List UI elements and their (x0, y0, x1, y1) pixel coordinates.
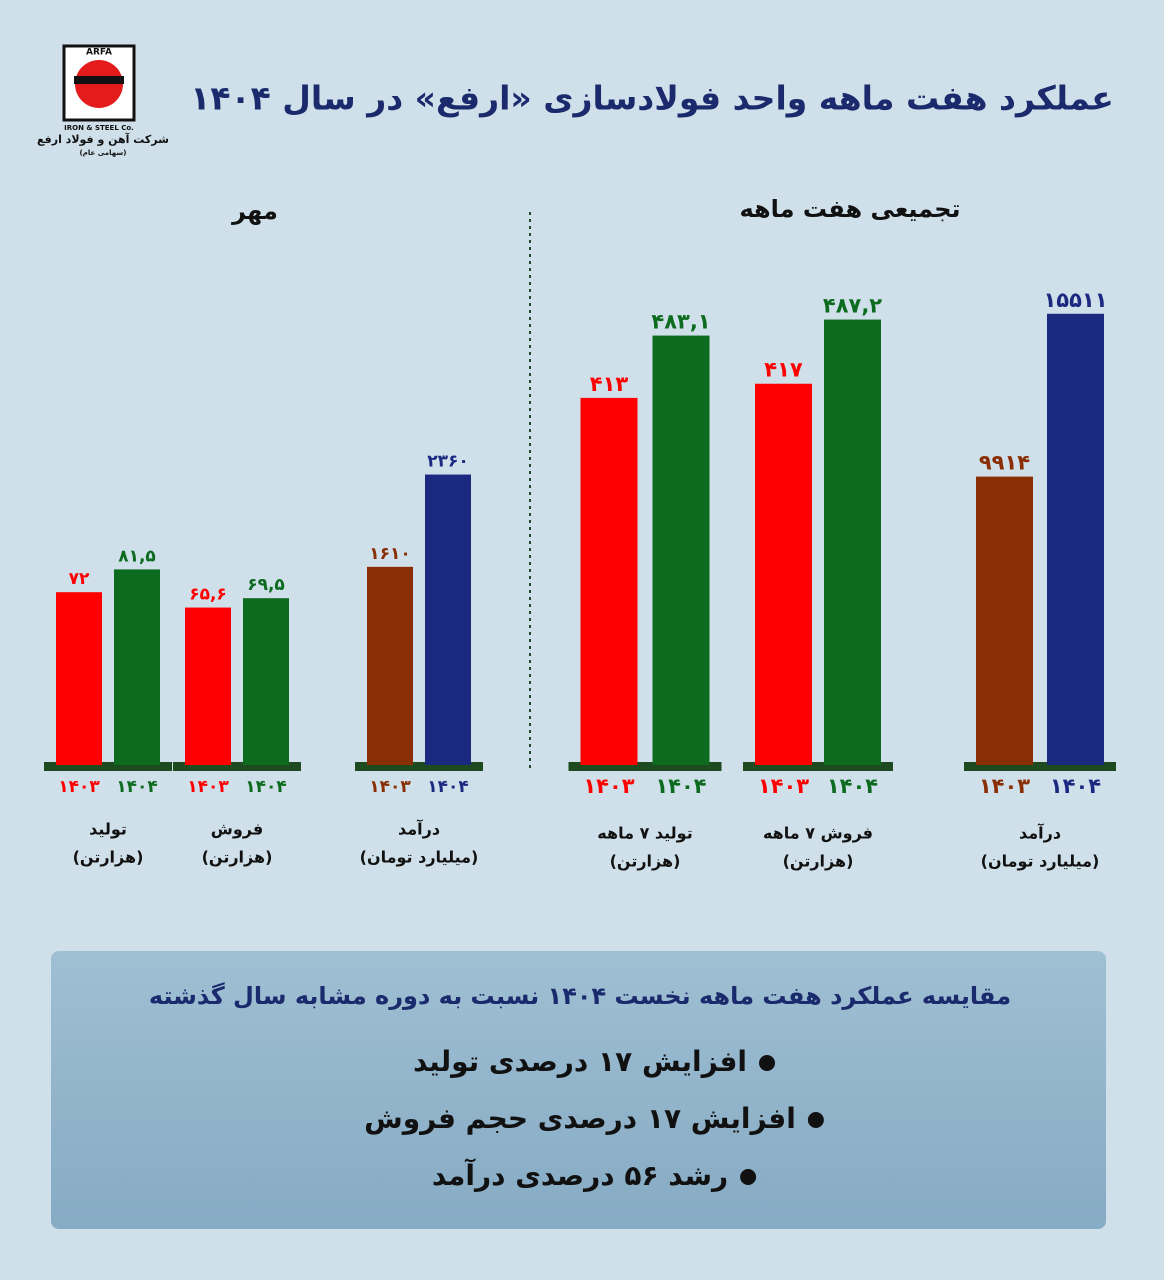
bar (580, 397, 638, 765)
bar (755, 383, 812, 765)
x-tick-label: ۱۴۰۳ (58, 777, 100, 797)
x-tick-label: ۱۴۰۳ (583, 774, 634, 798)
group-unit: (هزارتن) (610, 852, 681, 871)
logo: ARFA IRON & STEEL Co. شرکت آهن و فولاد ا… (37, 44, 169, 157)
summary-item: رشد ۵۶ درصدی درآمد (432, 1158, 728, 1192)
value-label: ۴۱۳ (590, 372, 629, 396)
group-unit: (میلیارد تومان) (360, 848, 479, 867)
logo-mark: ARFA (86, 48, 112, 58)
baseline (568, 762, 722, 771)
bar (243, 598, 289, 765)
x-tick-label: ۱۴۰۴ (116, 777, 158, 797)
x-tick-label: ۱۴۰۳ (369, 777, 411, 797)
x-tick-label: ۱۴۰۴ (827, 774, 878, 798)
baseline (355, 762, 483, 771)
value-label: ۲۳۶۰ (427, 452, 469, 472)
bullet (759, 1055, 776, 1071)
x-tick-label: ۱۴۰۴ (655, 774, 706, 798)
bar (425, 474, 471, 765)
baseline (964, 762, 1116, 771)
group-unit: (میلیارد تومان) (981, 852, 1100, 871)
group-label: درآمد (398, 819, 440, 839)
value-label: ۶۹,۵ (247, 575, 285, 595)
bar (652, 335, 710, 765)
x-tick-label: ۱۴۰۴ (427, 777, 469, 797)
bar (824, 319, 881, 765)
group-unit: (هزارتن) (783, 852, 854, 871)
bar (185, 607, 231, 765)
baseline (44, 762, 172, 771)
bar (114, 569, 160, 765)
value-label: ۴۸۳,۱ (651, 310, 710, 334)
panel-title: مهر (231, 197, 278, 225)
group-label: درآمد (1019, 823, 1061, 843)
value-label: ۱۵۵۱۱ (1043, 288, 1107, 312)
value-label: ۱۶۱۰ (369, 544, 411, 564)
value-label: ۹۹۱۴ (979, 451, 1030, 475)
logo-note: (سهامی عام) (80, 149, 127, 157)
baseline (743, 762, 893, 771)
x-tick-label: ۱۴۰۳ (187, 777, 229, 797)
x-tick-label: ۱۴۰۴ (1050, 774, 1101, 798)
logo-sub: IRON & STEEL Co. (64, 124, 134, 132)
baseline (173, 762, 301, 771)
group-unit: (هزارتن) (73, 848, 144, 867)
value-label: ۷۲ (69, 569, 90, 589)
group-unit: (هزارتن) (202, 848, 273, 867)
bullet (807, 1112, 824, 1128)
summary-title: مقایسه عملکرد هفت ماهه نخست ۱۴۰۴ نسبت به… (149, 982, 1011, 1010)
bar (56, 592, 102, 765)
group-label: فروش ۷ ماهه (763, 824, 873, 843)
group-label: فروش (211, 820, 263, 839)
x-tick-label: ۱۴۰۳ (758, 774, 809, 798)
logo-name: شرکت آهن و فولاد ارفع (37, 132, 169, 146)
summary-item: افزایش ۱۷ درصدی تولید (413, 1045, 747, 1078)
value-label: ۴۱۷ (764, 358, 803, 382)
summary-box (51, 951, 1106, 1229)
value-label: ۴۸۷,۲ (823, 294, 882, 318)
panel-title: تجمیعی هفت ماهه (739, 195, 960, 223)
title: عملکرد هفت ماهه واحد فولادسازی «ارفع» در… (190, 79, 1114, 119)
value-label: ۸۱,۵ (118, 546, 156, 566)
group-label: تولید ۷ ماهه (597, 824, 692, 843)
bar (976, 476, 1033, 765)
summary-item: افزایش ۱۷ درصدی حجم فروش (364, 1102, 796, 1135)
bar (367, 566, 413, 765)
bullet (740, 1169, 757, 1185)
bar (1047, 313, 1104, 765)
x-tick-label: ۱۴۰۳ (979, 774, 1030, 798)
group-label: تولید (89, 820, 127, 839)
x-tick-label: ۱۴۰۴ (245, 777, 287, 797)
value-label: ۶۵,۶ (189, 585, 227, 605)
